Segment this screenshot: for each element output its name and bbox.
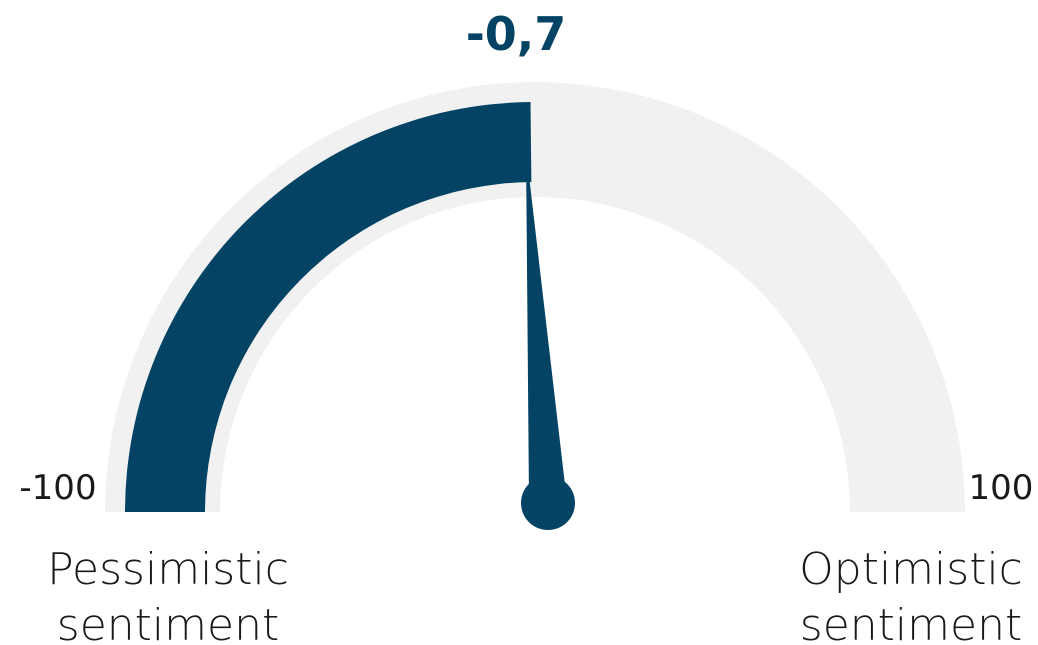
gauge-max-label: 100 bbox=[969, 468, 1034, 508]
gauge-min-label: -100 bbox=[19, 468, 96, 508]
gauge-value-label: -0,7 bbox=[466, 7, 567, 61]
optimistic-caption-line-2: sentiment bbox=[800, 600, 1022, 645]
pessimistic-caption-line-1: Pessimistic bbox=[47, 544, 289, 595]
gauge-needle-hub bbox=[521, 476, 575, 530]
optimistic-caption-line-1: Optimistic bbox=[799, 544, 1023, 595]
gauge-needle bbox=[526, 150, 567, 505]
gauge-fill bbox=[125, 102, 532, 513]
pessimistic-caption-line-2: sentiment bbox=[57, 600, 279, 645]
